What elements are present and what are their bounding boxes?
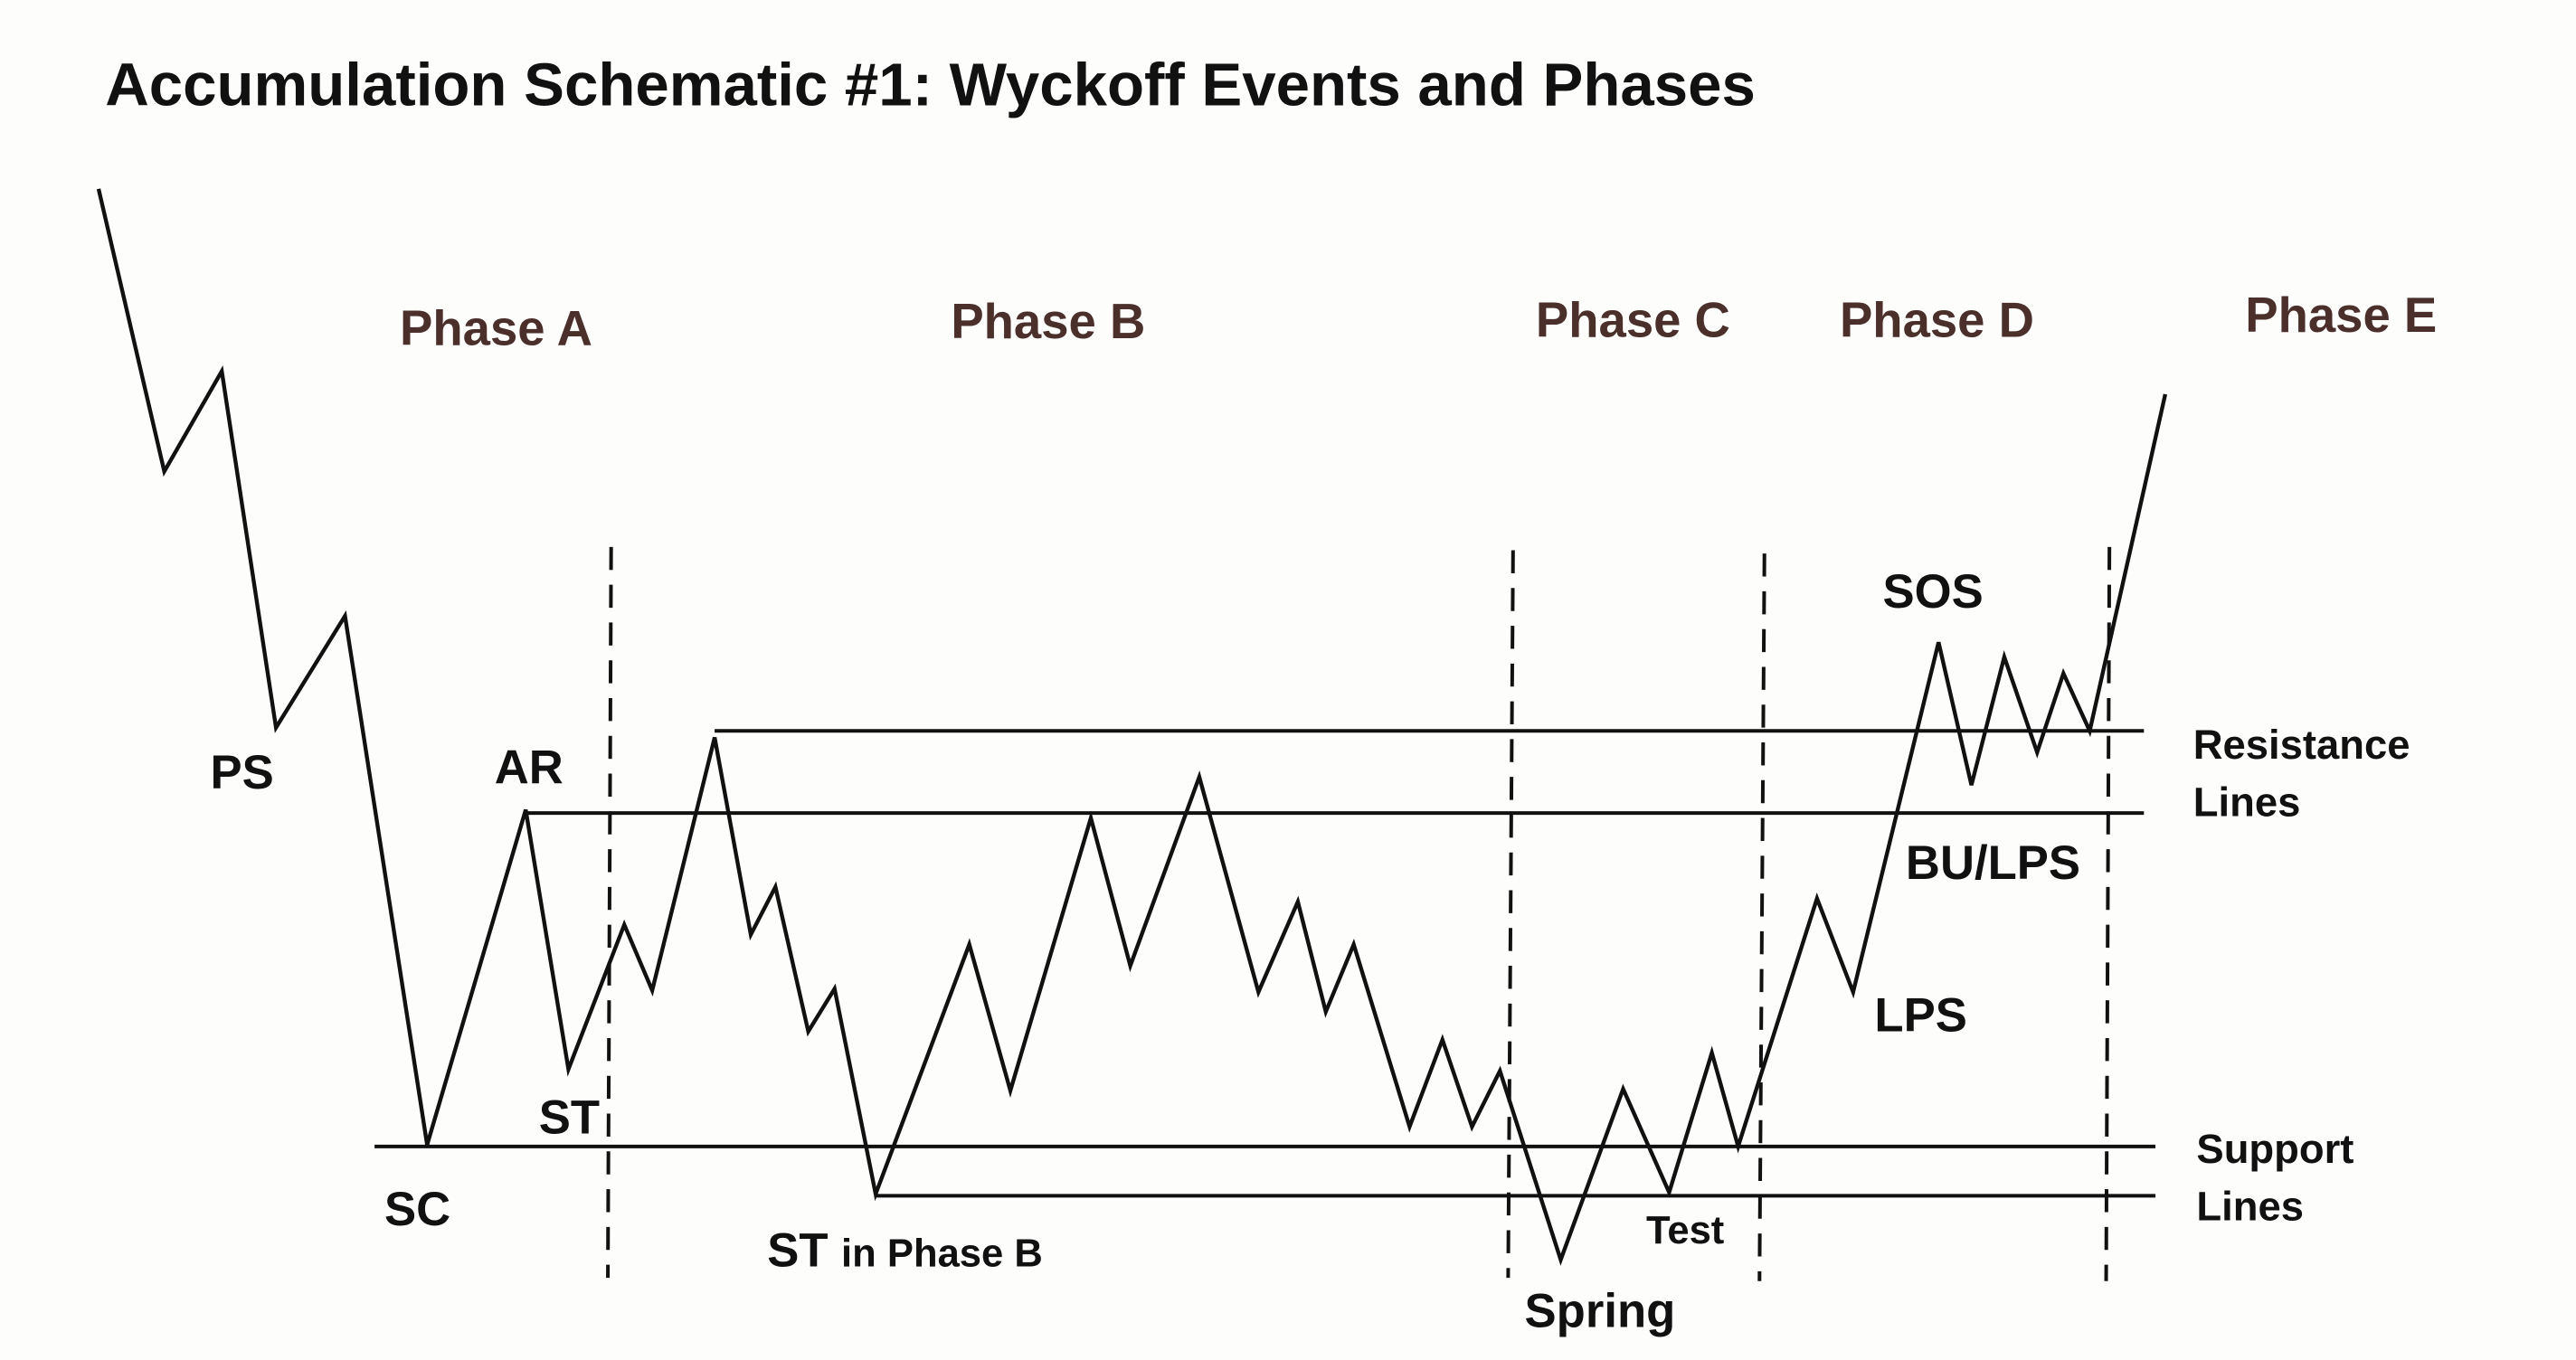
phase-label: Phase B [951, 294, 1145, 349]
line-label: Resistance [2193, 722, 2410, 768]
phase-label: Phase D [1840, 292, 2034, 347]
event-label: Spring [1525, 1285, 1676, 1338]
title: Accumulation Schematic #1: Wyckoff Event… [105, 51, 1756, 118]
event-label: SC [384, 1183, 450, 1236]
event-label-sub: in Phase B [841, 1232, 1043, 1275]
line-label: Lines [2193, 779, 2301, 826]
phase-label: Phase C [1536, 292, 1730, 347]
phase-divider [1757, 553, 1766, 1281]
event-label: Test [1646, 1209, 1724, 1252]
event-label: AR [495, 741, 564, 794]
event-label: ST [767, 1223, 828, 1277]
phase-label: Phase A [400, 300, 592, 355]
event-label: LPS [1874, 989, 1966, 1043]
event-label: ST [539, 1091, 600, 1144]
event-label: BU/LPS [1906, 836, 2080, 890]
phase-divider [606, 546, 613, 1279]
phase-divider [1506, 550, 1515, 1279]
event-label: ST in Phase B [767, 1223, 1043, 1277]
line-label: Support [2196, 1126, 2353, 1172]
price-path [96, 188, 2168, 1266]
phase-divider [2104, 546, 2112, 1281]
event-label: PS [210, 746, 273, 799]
phase-label: Phase E [2245, 288, 2437, 343]
event-label: SOS [1883, 565, 1984, 619]
line-label: Lines [2196, 1184, 2304, 1230]
